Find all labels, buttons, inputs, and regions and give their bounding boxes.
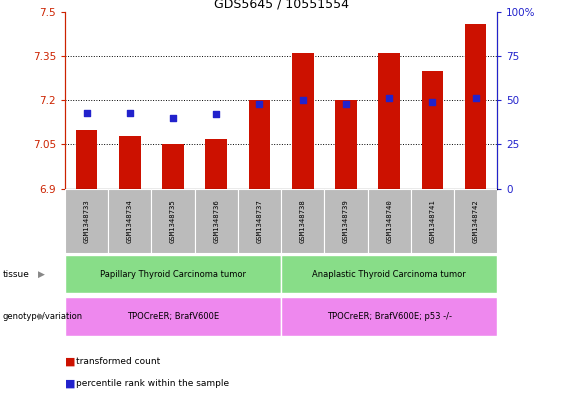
- Text: GSM1348734: GSM1348734: [127, 199, 133, 243]
- Text: percentile rank within the sample: percentile rank within the sample: [76, 379, 229, 387]
- Bar: [194, 189, 238, 253]
- Bar: [162, 144, 184, 189]
- Bar: [238, 189, 281, 253]
- Bar: [465, 24, 486, 189]
- Text: GSM1348737: GSM1348737: [257, 199, 263, 243]
- Bar: [151, 189, 194, 253]
- Text: Anaplastic Thyroid Carcinoma tumor: Anaplastic Thyroid Carcinoma tumor: [312, 270, 466, 279]
- Text: Papillary Thyroid Carcinoma tumor: Papillary Thyroid Carcinoma tumor: [100, 270, 246, 279]
- Bar: [65, 255, 281, 293]
- Text: tissue: tissue: [3, 270, 30, 279]
- Text: GSM1348741: GSM1348741: [429, 199, 436, 243]
- Bar: [281, 297, 497, 336]
- Text: genotype/variation: genotype/variation: [3, 312, 83, 321]
- Text: GSM1348740: GSM1348740: [386, 199, 392, 243]
- Bar: [335, 100, 357, 189]
- Point: [471, 95, 480, 101]
- Bar: [454, 189, 497, 253]
- Point: [125, 109, 134, 116]
- Bar: [421, 71, 443, 189]
- Text: TPOCreER; BrafV600E; p53 -/-: TPOCreER; BrafV600E; p53 -/-: [327, 312, 451, 321]
- Bar: [206, 138, 227, 189]
- Bar: [65, 189, 108, 253]
- Text: ▶: ▶: [38, 270, 45, 279]
- Bar: [249, 100, 270, 189]
- Point: [255, 101, 264, 107]
- Text: GSM1348733: GSM1348733: [84, 199, 90, 243]
- Bar: [367, 189, 411, 253]
- Point: [212, 111, 221, 118]
- Bar: [379, 53, 400, 189]
- Bar: [65, 297, 281, 336]
- Bar: [411, 189, 454, 253]
- Text: GSM1348735: GSM1348735: [170, 199, 176, 243]
- Bar: [324, 189, 368, 253]
- Point: [385, 95, 394, 101]
- Bar: [281, 189, 324, 253]
- Text: GSM1348736: GSM1348736: [213, 199, 219, 243]
- Bar: [108, 189, 151, 253]
- Title: GDS5645 / 10551554: GDS5645 / 10551554: [214, 0, 349, 11]
- Bar: [119, 136, 141, 189]
- Bar: [76, 130, 97, 189]
- Bar: [281, 255, 497, 293]
- Point: [168, 115, 177, 121]
- Text: transformed count: transformed count: [76, 357, 160, 366]
- Text: TPOCreER; BrafV600E: TPOCreER; BrafV600E: [127, 312, 219, 321]
- Text: ■: ■: [65, 356, 76, 367]
- Text: GSM1348742: GSM1348742: [472, 199, 479, 243]
- Text: ■: ■: [65, 378, 76, 388]
- Text: ▶: ▶: [38, 312, 45, 321]
- Point: [428, 99, 437, 105]
- Point: [298, 97, 307, 103]
- Text: GSM1348739: GSM1348739: [343, 199, 349, 243]
- Text: GSM1348738: GSM1348738: [299, 199, 306, 243]
- Point: [82, 109, 91, 116]
- Bar: [292, 53, 314, 189]
- Point: [341, 101, 350, 107]
